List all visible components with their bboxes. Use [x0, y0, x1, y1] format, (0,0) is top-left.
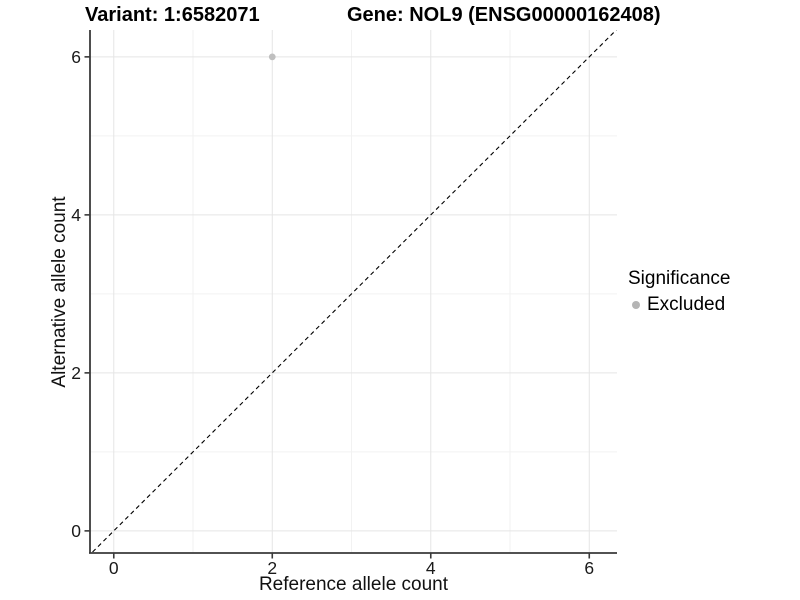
y-tick-label: 6: [71, 47, 81, 67]
x-tick-label: 2: [267, 558, 277, 578]
y-tick-label: 2: [71, 363, 81, 383]
plot-title-gene: Gene: NOL9 (ENSG00000162408): [347, 4, 661, 26]
excluded-point-icon: [632, 301, 640, 309]
legend-item-excluded: Excluded: [628, 294, 730, 316]
legend-item-label: Excluded: [647, 294, 726, 315]
x-tick-label: 0: [109, 558, 119, 578]
y-tick-label: 0: [71, 521, 81, 541]
x-tick-label: 6: [584, 558, 594, 578]
plot-title-variant: Variant: 1:6582071: [85, 4, 260, 26]
x-axis-title: Reference allele count: [258, 574, 449, 595]
data-point: [268, 53, 276, 61]
x-tick-label: 4: [426, 558, 436, 578]
legend-title: Significance: [628, 268, 731, 289]
legend: Significance Excluded: [628, 268, 730, 316]
y-axis-title: Alternative allele count: [49, 196, 70, 388]
y-tick-label: 4: [71, 205, 81, 225]
